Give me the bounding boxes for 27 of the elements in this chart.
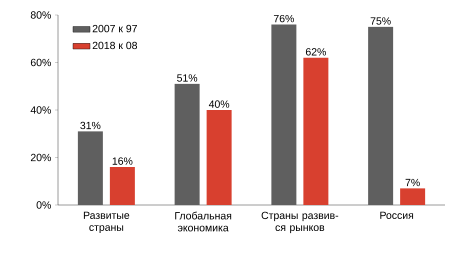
bar bbox=[271, 24, 296, 205]
x-tick-label: Россия bbox=[380, 212, 414, 219]
bar bbox=[368, 26, 394, 205]
data-label: 40% bbox=[208, 100, 230, 108]
y-tick-label: 20% bbox=[30, 154, 51, 162]
x-tick-label: Глобальная экономика bbox=[175, 212, 232, 232]
y-tick-label: 60% bbox=[30, 58, 51, 66]
data-label: 76% bbox=[274, 14, 294, 22]
legend-label: 2007 к 97 bbox=[92, 24, 137, 32]
bar bbox=[400, 188, 426, 205]
bar bbox=[174, 84, 200, 205]
bar bbox=[110, 167, 135, 205]
y-tick-label: 80% bbox=[30, 11, 51, 19]
data-label: 31% bbox=[80, 122, 100, 130]
data-label: 62% bbox=[306, 48, 326, 56]
data-label: 75% bbox=[370, 17, 391, 25]
bar bbox=[78, 131, 103, 205]
bar bbox=[303, 58, 328, 205]
x-tick-label: Страны развив-ся рынков bbox=[262, 212, 338, 234]
y-tick-label: 40% bbox=[30, 106, 51, 114]
y-tick-label: 0% bbox=[36, 201, 51, 209]
data-label: 7% bbox=[406, 178, 420, 186]
data-label: 16% bbox=[112, 157, 132, 165]
data-label: 51% bbox=[177, 74, 198, 82]
legend-label: 2018 к 08 bbox=[92, 42, 138, 50]
x-tick-label: Развитые страны bbox=[84, 212, 130, 234]
bar bbox=[206, 110, 232, 205]
